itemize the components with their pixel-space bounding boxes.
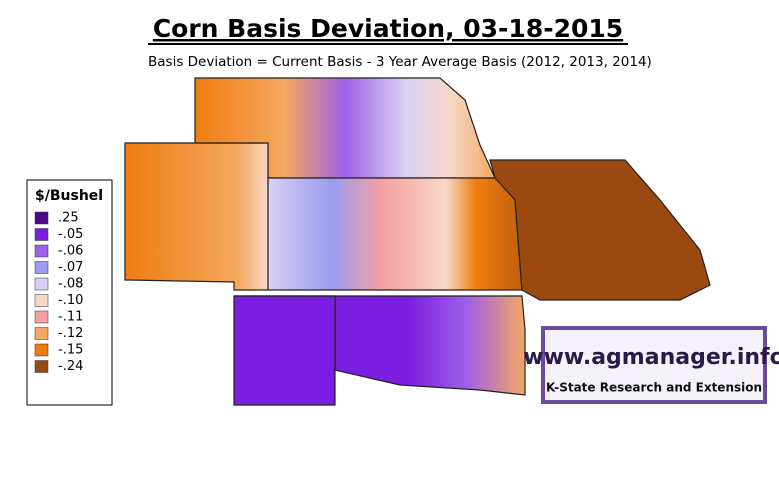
- logo: www.agmanager.info K-State Research and …: [523, 326, 779, 404]
- legend-swatch: [34, 360, 49, 373]
- legend-label: -.15: [58, 343, 83, 358]
- logo-org: K-State Research and Extension: [546, 381, 762, 395]
- legend-swatch: [34, 294, 49, 307]
- region-missouri: [489, 159, 711, 301]
- legend-title: $/Bushel: [35, 188, 103, 204]
- legend-swatch: [34, 343, 49, 357]
- legend-swatch: [34, 261, 49, 274]
- subtitle: Basis Deviation = Current Basis - 3 Year…: [148, 54, 652, 70]
- legend-label: -.11: [58, 310, 83, 325]
- legend-label: -.06: [58, 244, 83, 259]
- legend-swatch: [34, 327, 49, 340]
- legend-label: -.07: [58, 260, 83, 275]
- legend-swatch: [34, 310, 49, 324]
- legend-swatch: [34, 277, 49, 291]
- legend-label: .25: [58, 211, 79, 226]
- legend-swatch: [34, 228, 49, 241]
- logo-url: www.agmanager.info: [523, 345, 779, 370]
- logo-box: [541, 326, 767, 404]
- region-kansas: [267, 177, 523, 291]
- region-colorado: [124, 142, 269, 291]
- legend-swatch: [34, 211, 49, 225]
- legend-label: -.24: [58, 359, 83, 374]
- region-texas-panhandle: [233, 295, 336, 406]
- legend-label: -.05: [58, 227, 83, 242]
- title: Corn Basis Deviation, 03-18-2015: [153, 14, 623, 43]
- legend: $/Bushel .25-.05 -.06-.07 -.08-.10 -.11-.12…: [26, 179, 113, 406]
- legend-label: -.08: [58, 277, 83, 292]
- legend-swatch: [34, 244, 49, 258]
- legend-label: -.10: [58, 293, 83, 308]
- legend-label: -.12: [58, 326, 83, 341]
- map-regions: [124, 77, 711, 406]
